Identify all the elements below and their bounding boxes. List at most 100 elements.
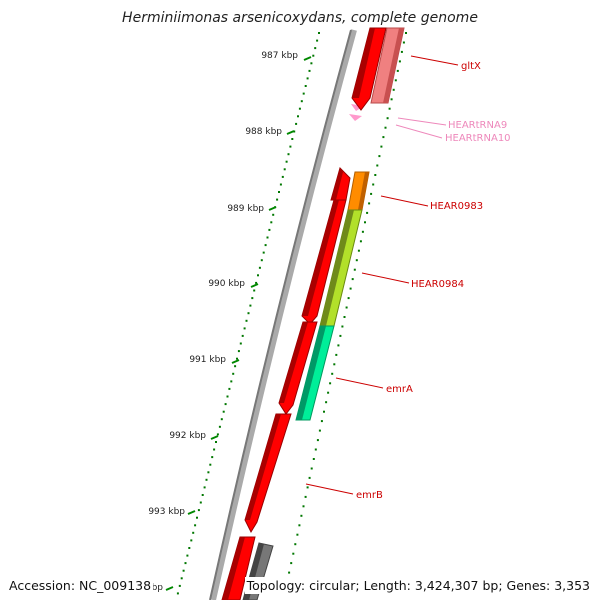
outer-ring-dot [245, 319, 248, 322]
inner-ring-dot [359, 240, 362, 243]
outer-ring-dot [178, 584, 181, 587]
outer-ring-dot [287, 153, 290, 156]
inner-ring-dot [353, 268, 356, 271]
outer-ring-dot [264, 244, 267, 247]
tick-label-987: 987 kbp [261, 51, 298, 61]
outer-strand-genes [295, 27, 405, 421]
inner-ring-dot [320, 420, 323, 423]
inner-ring-dot [318, 429, 321, 432]
inner-ring-dot [349, 287, 352, 290]
gene-labels: gltX HEARtRNA9 HEARtRNA10 HEAR0983 HEAR0… [356, 61, 511, 501]
tick-label-988: 988 kbp [245, 127, 282, 137]
outer-ring-dot [260, 259, 263, 262]
gene-inner-2-shade [331, 168, 343, 200]
connector-HEARtRNA10 [395, 124, 443, 139]
outer-ring-dot [247, 312, 250, 315]
inner-ring-dot [302, 505, 305, 508]
gene-inner-6-shade [222, 537, 245, 600]
inner-tick-ring [284, 32, 407, 593]
gene-HEAR0983-shade [358, 172, 369, 210]
outer-ring-dot [312, 54, 315, 57]
inner-ring-dot [327, 391, 330, 394]
outer-ring-dot [207, 471, 210, 474]
outer-ring-dot [306, 77, 309, 80]
outer-ring-dot [300, 100, 303, 103]
outer-ring-dot [258, 266, 261, 269]
inner-ring-dot [355, 259, 358, 262]
tick-991 [231, 359, 240, 364]
tick-989 [268, 206, 277, 211]
label-gltX: gltX [461, 61, 481, 72]
outer-ring-dot [291, 138, 294, 140]
inner-ring-dot [402, 41, 405, 44]
inner-ring-dot [378, 155, 381, 158]
outer-ring-dot [220, 418, 223, 421]
tick-992 [210, 435, 219, 440]
inner-ring-dot [376, 164, 379, 167]
outer-ring-dot [243, 327, 246, 330]
inner-ring-dot [388, 107, 391, 110]
inner-ring-dot [364, 221, 366, 224]
outer-ring-dot [318, 32, 320, 34]
outer-ring-dot [262, 251, 265, 254]
inner-ring-dot [341, 325, 344, 328]
inner-ring-dot [337, 344, 340, 347]
label-emrB: emrB [356, 490, 383, 501]
connector-HEAR0984 [361, 272, 410, 284]
outer-ring-dot [236, 357, 238, 360]
genome-title: Herminiimonas arsenicoxydans, complete g… [122, 10, 478, 26]
label-HEAR0983: HEAR0983 [430, 201, 483, 212]
outer-ring-dot [192, 531, 195, 534]
inner-ring-dot [361, 230, 364, 233]
inner-ring-dot [345, 306, 348, 309]
tick-label-994: kbp [146, 583, 163, 593]
inner-ring-dot [294, 543, 297, 546]
tick-993 [187, 510, 196, 515]
outer-ring-dot [228, 387, 231, 390]
gene-inner-4-shade [279, 322, 308, 403]
inner-ring-dot [304, 495, 307, 498]
accession-label: Accession: NC_009138 [7, 577, 154, 594]
inner-ring-dot [310, 467, 313, 470]
inner-ring-dot [300, 514, 303, 517]
inner-ring-dot [333, 363, 336, 366]
inner-ring-dot [347, 297, 350, 300]
outer-ring-dot [184, 562, 187, 565]
outer-ring-dot [255, 281, 258, 284]
outer-ring-dot [232, 372, 235, 375]
inner-ring-dot [400, 50, 403, 53]
outer-ring-dot [283, 168, 286, 171]
outer-ring-dot [314, 47, 317, 50]
outer-ring-dot [190, 539, 193, 542]
inner-ring-dot [398, 60, 401, 63]
outer-ring-dot [211, 456, 214, 459]
outer-ring-dot [270, 221, 273, 224]
gene-emrA-shade [296, 326, 326, 420]
inner-ring-dot [312, 458, 315, 460]
tick-987 [303, 56, 312, 61]
inner-ring-dot [331, 372, 334, 375]
inner-ring-dot [396, 69, 399, 72]
inner-ring-dot [380, 145, 383, 148]
inner-ring-dot [316, 439, 319, 442]
inner-ring-dot [335, 353, 338, 356]
tick-label-990: 990 kbp [208, 279, 245, 289]
inner-ring-dot [372, 183, 375, 186]
gene-inner-3-shade [302, 200, 339, 316]
outer-ring-dot [253, 289, 256, 292]
outer-ring-dot [304, 85, 307, 87]
tick-label-992: 992 kbp [169, 431, 206, 441]
outer-ring-dot [230, 380, 233, 383]
outer-ring-dot [213, 448, 216, 451]
outer-ring-dot [276, 198, 279, 201]
outer-ring-dot [216, 433, 219, 436]
outer-ring-dot [266, 236, 269, 239]
outer-ring-dot [182, 569, 185, 572]
inner-ring-dot [339, 334, 342, 337]
outer-ring-dot [205, 478, 208, 481]
gene-inner-1-shade [352, 28, 375, 98]
inner-ring-dot [366, 211, 369, 214]
outer-ring-dot [209, 463, 212, 466]
gene-HEARtRNA10 [349, 114, 362, 121]
